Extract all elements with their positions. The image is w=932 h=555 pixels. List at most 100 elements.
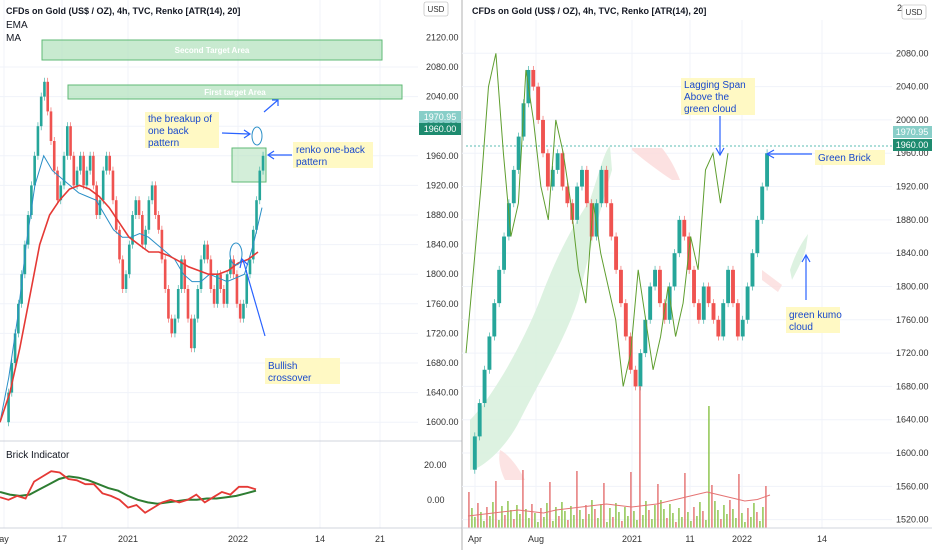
lagging-span-note[interactable]: Lagging Span Above the green cloud: [681, 78, 755, 115]
volume-bar: [618, 512, 620, 528]
right-time-tick: 2021: [622, 534, 642, 544]
green-brick-note[interactable]: Green Brick: [815, 150, 885, 165]
green-kumo-note[interactable]: green kumo cloud: [786, 307, 842, 333]
volume-bar: [489, 516, 491, 528]
lagging-note-line2: Above the: [684, 92, 729, 103]
volume-bar: [738, 474, 740, 528]
left-brick-up: [43, 81, 46, 97]
right-brick-up: [497, 269, 502, 304]
right-brick-down: [531, 69, 536, 87]
volume-bar: [582, 519, 584, 528]
left-brick-up: [127, 244, 131, 275]
volume-bar: [750, 517, 752, 528]
left-time-tick: 14: [315, 534, 325, 544]
right-brick-up: [580, 169, 584, 187]
green-brick-note-bg: [815, 150, 885, 165]
left-time-axis[interactable]: ay 17 2021 2022 14 21: [0, 534, 385, 544]
crossover-circle: [229, 242, 243, 266]
volume-bar: [675, 522, 677, 528]
left-brick-down: [170, 318, 173, 334]
volume-bar: [561, 502, 563, 528]
right-brick-down: [604, 169, 609, 204]
volume-bar: [621, 521, 623, 528]
right-brick-up: [726, 269, 731, 304]
left-brick-down: [92, 155, 95, 186]
breakup-note[interactable]: the breakup of one back pattern: [145, 112, 219, 149]
breakup-note-line2: one back: [148, 126, 190, 137]
breakup-note-line3: pattern: [148, 138, 179, 149]
volume-bar: [483, 521, 485, 528]
left-currency-box[interactable]: [423, 1, 449, 17]
left-brick-up: [7, 392, 10, 423]
volume-bar: [762, 507, 764, 528]
kumo-cloud-red: [632, 148, 680, 180]
volume-bar: [573, 515, 575, 528]
volume-bar: [501, 506, 503, 528]
volume-bar: [519, 514, 521, 528]
ma-legend[interactable]: MA: [6, 33, 21, 44]
right-brick-down: [706, 286, 711, 304]
left-brick-up: [229, 259, 232, 275]
right-time-axis[interactable]: Apr Aug 2021 11 2022 14: [468, 534, 827, 544]
kumo-cloud-right-red: [762, 270, 782, 292]
volume-bar: [669, 504, 671, 528]
volume-bar: [597, 518, 599, 528]
volume-bar: [513, 519, 515, 528]
volume-bar: [537, 522, 539, 528]
right-brick-down: [692, 269, 696, 304]
right-price-tick: 1520.00: [896, 515, 929, 525]
right-brick-down: [536, 86, 541, 120]
volume-bar: [633, 511, 635, 528]
left-brick-up: [88, 155, 92, 171]
right-brick-up: [721, 303, 726, 337]
right-arrows: [715, 116, 812, 300]
volume-bar: [702, 511, 704, 528]
right-brick-up: [740, 319, 745, 337]
left-brick-up: [134, 200, 138, 215]
right-currency-box[interactable]: [901, 4, 927, 20]
volume-bar: [759, 521, 761, 528]
right-brick-up: [765, 153, 770, 187]
ema-legend[interactable]: EMA: [6, 20, 28, 31]
right-brick-down: [545, 153, 550, 187]
right-price-axis[interactable]: 2080.00 2040.00 2000.00 1960.00 1920.00 1880.…: [896, 48, 929, 524]
left-brick-up: [85, 170, 89, 186]
left-chart-panel[interactable]: Second Target Area First target Area the…: [0, 0, 462, 550]
one-back-note[interactable]: renko one-back pattern: [293, 142, 373, 168]
right-brick-down: [696, 303, 701, 320]
left-brick-up: [216, 274, 219, 304]
left-brick-up: [242, 303, 245, 319]
left-brick-down: [56, 170, 59, 201]
volume-bar: [723, 505, 725, 528]
right-brick-up: [701, 286, 706, 320]
volume-bar: [642, 515, 644, 528]
right-time-tick: Apr: [468, 534, 482, 544]
green-brick-note-text: Green Brick: [818, 153, 872, 164]
first-target-area: [67, 84, 403, 100]
right-brick-down: [609, 203, 614, 237]
brick-indicator-label: Brick Indicator: [6, 450, 70, 461]
volume-bar: [606, 522, 608, 528]
volume-bar: [570, 506, 572, 528]
left-brick-up: [13, 333, 17, 363]
volume-bar: [534, 513, 536, 528]
bullish-note-line2: crossover: [268, 373, 312, 384]
left-brick-down: [108, 155, 112, 171]
left-price-axis[interactable]: 2120.002080.002040.002000.001960.001920.…: [426, 32, 459, 427]
arrow-target: [263, 99, 279, 113]
left-brick-up: [65, 126, 69, 156]
volume-bar: [648, 510, 650, 528]
left-brick-down: [186, 289, 190, 319]
left-brick-up: [36, 126, 40, 156]
volume-bar: [585, 505, 587, 528]
right-price-tick: 1800.00: [896, 281, 929, 291]
left-brick-up: [203, 244, 206, 260]
right-chart-panel[interactable]: Lagging Span Above the green cloud Green…: [462, 3, 932, 544]
volume-bar: [660, 500, 662, 528]
right-brick-down: [711, 303, 716, 320]
bullish-crossover-note[interactable]: Bullish crossover: [265, 358, 340, 384]
left-brick-down: [157, 215, 160, 230]
arrow-to-crossover: [242, 259, 266, 337]
left-brick-down: [212, 289, 216, 304]
